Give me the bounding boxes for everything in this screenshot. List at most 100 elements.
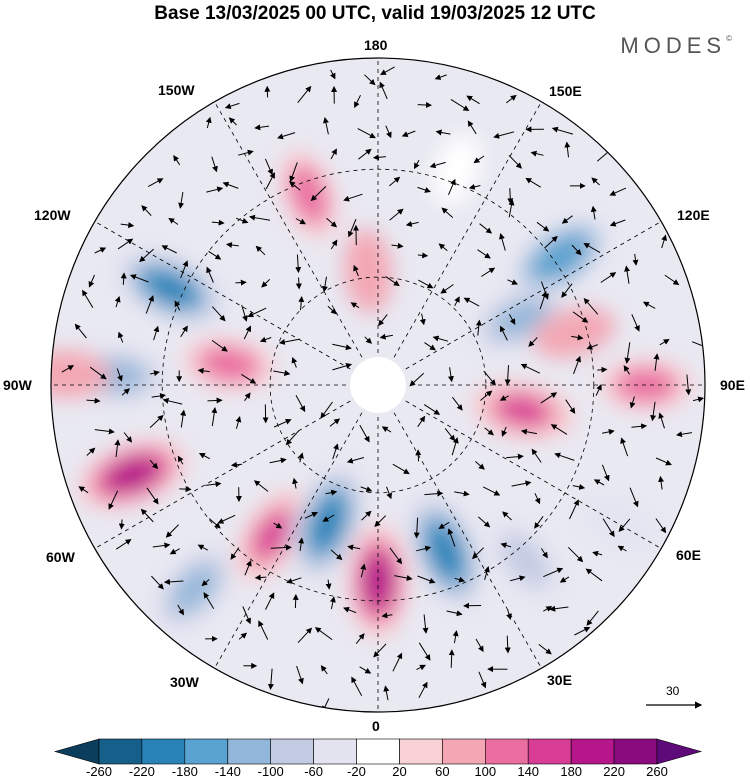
wind-arrow — [114, 439, 121, 458]
wind-arrow — [178, 192, 185, 209]
wind-arrow — [534, 493, 541, 505]
wind-arrow — [354, 94, 361, 108]
meridian-line — [377, 101, 542, 386]
wind-arrow — [385, 125, 392, 139]
wind-arrow — [298, 452, 304, 463]
wind-arrow — [147, 178, 164, 188]
wind-arrow — [624, 342, 631, 364]
wind-arrow — [569, 499, 579, 520]
wind-arrow — [418, 279, 434, 289]
wind-arrow — [165, 524, 179, 538]
wind-vectors — [61, 66, 705, 712]
wind-arrow — [417, 101, 432, 108]
wind-arrow — [414, 159, 420, 170]
wind-arrow — [571, 334, 584, 341]
wind-arrow — [278, 338, 300, 345]
wind-arrow — [325, 579, 332, 590]
wind-arrow — [409, 372, 425, 387]
wind-arrow — [273, 522, 283, 529]
wind-arrow — [591, 177, 600, 186]
wind-arrow — [228, 117, 237, 126]
wind-arrow — [141, 205, 152, 216]
wind-arrow — [270, 544, 292, 551]
anomaly-blob — [197, 346, 261, 383]
wind-arrow — [629, 487, 639, 508]
wind-arrow — [534, 516, 544, 529]
wind-arrow — [255, 245, 266, 256]
wind-arrow — [222, 181, 239, 189]
wind-arrow — [325, 489, 338, 496]
wind-arrow — [230, 461, 243, 468]
wind-arrow — [295, 277, 302, 290]
wind-arrow — [540, 392, 558, 404]
wind-arrow — [417, 575, 436, 584]
wind-arrow — [121, 388, 130, 396]
graticule — [51, 58, 705, 712]
wind-arrow — [554, 452, 575, 461]
wind-arrow — [438, 243, 448, 252]
wind-arrow — [291, 356, 298, 368]
wind-arrow — [381, 612, 393, 619]
wind-arrow — [297, 627, 313, 644]
wind-arrow — [664, 274, 680, 286]
wind-arrow — [505, 94, 517, 104]
wind-arrow — [320, 665, 328, 675]
wind-arrow — [330, 148, 337, 160]
wind-arrow — [177, 455, 184, 465]
label-180: 180 — [364, 37, 388, 53]
wind-arrow — [511, 480, 532, 487]
colorbar-swatch — [184, 738, 229, 765]
wind-arrow — [78, 486, 89, 494]
modes-logo: MODES© — [620, 33, 732, 59]
wind-arrow — [692, 396, 705, 403]
colorbar-tick-label: -60 — [304, 764, 323, 779]
wind-arrow — [572, 311, 589, 323]
wind-arrow — [561, 283, 573, 298]
anomaly-blob — [496, 395, 550, 426]
wind-arrow — [583, 297, 599, 315]
anomaly-blob — [173, 567, 215, 612]
wind-arrow — [583, 243, 601, 254]
wind-arrow — [310, 186, 327, 202]
wind-arrow — [258, 620, 269, 640]
wind-arrow — [504, 635, 511, 654]
wind-arrow — [405, 220, 419, 227]
wind-arrow — [298, 296, 305, 311]
wind-arrow — [211, 156, 218, 173]
wind-arrow — [609, 219, 626, 227]
colorbar-swatch — [570, 738, 615, 765]
label-150w: 150W — [158, 82, 195, 98]
label-60w: 60W — [46, 549, 75, 565]
wind-arrow — [653, 353, 660, 371]
anomaly-blob — [344, 228, 392, 314]
wind-arrow — [273, 418, 292, 428]
wind-arrow — [89, 366, 107, 380]
wind-arrow — [441, 207, 454, 218]
wind-arrow — [550, 424, 568, 435]
label-30w: 30W — [170, 674, 199, 690]
wind-arrow — [244, 560, 252, 576]
colorbar-swatch — [656, 738, 703, 765]
anomaly-blob — [429, 527, 462, 577]
wind-arrow — [259, 336, 272, 343]
wind-arrow — [475, 319, 482, 336]
wind-arrow — [168, 217, 179, 225]
wind-arrow — [499, 233, 506, 251]
wind-arrow — [329, 418, 341, 427]
wind-arrow — [629, 396, 636, 409]
wind-arrow — [418, 681, 428, 699]
wind-arrow — [206, 266, 214, 283]
wind-arrow — [418, 642, 431, 661]
wind-arrow — [277, 132, 296, 140]
wind-arrow — [507, 188, 514, 205]
wind-arrow — [508, 313, 516, 325]
wind-arrow — [416, 545, 432, 552]
wind-arrow — [551, 126, 574, 135]
wind-arrow — [454, 490, 470, 497]
wind-arrow — [152, 542, 171, 549]
wind-arrow — [140, 508, 154, 523]
wind-arrow — [265, 592, 275, 610]
wind-arrow — [298, 537, 305, 551]
wind-arrow — [108, 490, 119, 510]
wind-arrow — [322, 514, 335, 522]
